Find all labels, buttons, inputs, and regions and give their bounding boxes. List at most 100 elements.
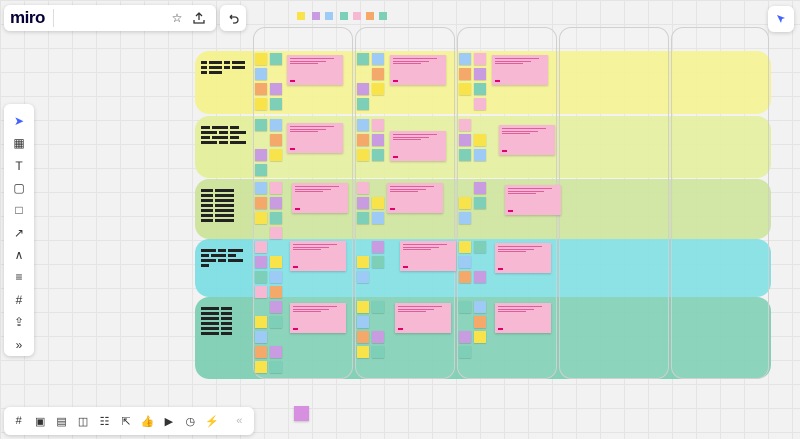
sticky-note[interactable] (357, 316, 369, 328)
star-icon[interactable]: ☆ (171, 11, 183, 25)
shape-tool[interactable]: □ (15, 203, 23, 218)
sticky-note[interactable] (372, 83, 384, 95)
sticky-note[interactable] (372, 68, 384, 80)
sticky-note[interactable] (474, 134, 486, 146)
sticky-note[interactable] (357, 53, 369, 65)
sticky-note[interactable] (474, 149, 486, 161)
sticky-note[interactable] (372, 212, 384, 224)
collapse-icon[interactable]: « (236, 415, 243, 427)
column-frame[interactable] (671, 27, 769, 379)
sticky-note[interactable] (459, 212, 471, 224)
large-sticky-note[interactable] (390, 55, 446, 85)
large-sticky-note[interactable] (390, 131, 446, 161)
sticky-note[interactable] (372, 241, 384, 253)
sticky-note[interactable] (372, 346, 384, 358)
sticky-note[interactable] (270, 271, 282, 283)
comment-tool[interactable]: ≡ (15, 270, 23, 285)
share-icon[interactable] (188, 7, 210, 29)
sticky-note[interactable] (255, 346, 267, 358)
text-tool[interactable]: T (15, 158, 23, 173)
sticky-note[interactable] (372, 134, 384, 146)
sticky-note[interactable] (357, 119, 369, 131)
pen-tool[interactable]: ∧ (14, 248, 24, 263)
sticky-note[interactable] (255, 149, 267, 161)
large-sticky-note[interactable] (287, 123, 343, 153)
sticky-note[interactable] (255, 68, 267, 80)
sticky-note[interactable] (255, 53, 267, 65)
sticky-note[interactable] (372, 149, 384, 161)
sticky-note[interactable] (255, 271, 267, 283)
cards-icon[interactable]: ☷ (99, 415, 110, 428)
presentation-icon[interactable]: ▣ (34, 415, 46, 428)
sticky-note[interactable] (270, 361, 282, 373)
sticky-note[interactable] (459, 241, 471, 253)
sticky-note[interactable] (270, 197, 282, 209)
palette-swatch[interactable] (297, 12, 305, 20)
video-icon[interactable]: ▶ (164, 415, 174, 428)
sticky-note[interactable] (357, 197, 369, 209)
undo-button[interactable] (220, 5, 246, 31)
frame-tool[interactable]: # (15, 292, 23, 307)
sticky-note[interactable] (255, 286, 267, 298)
sticky-note[interactable] (255, 256, 267, 268)
large-sticky-note[interactable] (290, 303, 346, 333)
sticky-note[interactable] (474, 197, 486, 209)
templates-tool[interactable]: ▦ (13, 136, 25, 151)
miro-logo[interactable]: miro (10, 8, 45, 27)
sticky-note[interactable] (459, 134, 471, 146)
large-sticky-note[interactable] (387, 183, 443, 213)
palette-swatch[interactable] (312, 12, 320, 20)
sticky-note[interactable] (255, 164, 267, 176)
sticky-note[interactable] (474, 83, 486, 95)
sticky-note[interactable] (357, 134, 369, 146)
share-screen-icon[interactable]: ⇱ (121, 415, 131, 428)
collaboration-button[interactable] (768, 6, 794, 32)
large-sticky-note[interactable] (495, 303, 551, 333)
sticky-note[interactable] (270, 83, 282, 95)
sticky-note[interactable] (255, 119, 267, 131)
sticky-note[interactable] (372, 119, 384, 131)
sticky-note[interactable] (270, 98, 282, 110)
sticky-note[interactable] (270, 53, 282, 65)
sticky-note[interactable] (255, 316, 267, 328)
sticky-note[interactable] (459, 346, 471, 358)
large-sticky-note[interactable] (499, 125, 555, 155)
sticky-note[interactable] (255, 83, 267, 95)
sticky-note[interactable] (270, 301, 282, 313)
sticky-note[interactable] (357, 83, 369, 95)
sticky-note[interactable] (357, 212, 369, 224)
sticky-note[interactable] (357, 256, 369, 268)
sticky-note[interactable] (357, 271, 369, 283)
sticky-note[interactable] (372, 331, 384, 343)
sticky-note[interactable] (255, 361, 267, 373)
board-canvas[interactable] (195, 27, 771, 379)
upload-tool[interactable]: ⇪ (13, 315, 25, 330)
large-sticky-note[interactable] (290, 241, 346, 271)
sticky-note[interactable] (255, 197, 267, 209)
reactions-icon[interactable]: ⚡ (204, 415, 219, 428)
palette-swatch[interactable] (340, 12, 348, 20)
palette-swatch[interactable] (366, 12, 374, 20)
sticky-note[interactable] (255, 241, 267, 253)
sticky-note[interactable] (459, 119, 471, 131)
sticky-note[interactable] (270, 256, 282, 268)
column-frame[interactable] (559, 27, 669, 379)
sticky-note[interactable] (474, 182, 486, 194)
palette-swatch[interactable] (353, 12, 361, 20)
palette-swatch[interactable] (325, 12, 333, 20)
sticky-note[interactable] (357, 346, 369, 358)
voting-icon[interactable]: 👍 (140, 415, 155, 428)
timer-icon[interactable]: ◷ (185, 415, 196, 428)
sticky-note[interactable] (270, 286, 282, 298)
sticky-note[interactable] (459, 256, 471, 268)
chat-icon[interactable]: ◫ (77, 415, 89, 428)
sticky-note[interactable] (474, 53, 486, 65)
sticky-note[interactable] (294, 406, 309, 421)
sticky-note[interactable] (459, 53, 471, 65)
sticky-note[interactable] (459, 149, 471, 161)
large-sticky-note[interactable] (495, 243, 551, 273)
sticky-note[interactable] (459, 197, 471, 209)
sticky-note[interactable] (255, 98, 267, 110)
sticky-note[interactable] (270, 182, 282, 194)
sticky-note[interactable] (270, 212, 282, 224)
